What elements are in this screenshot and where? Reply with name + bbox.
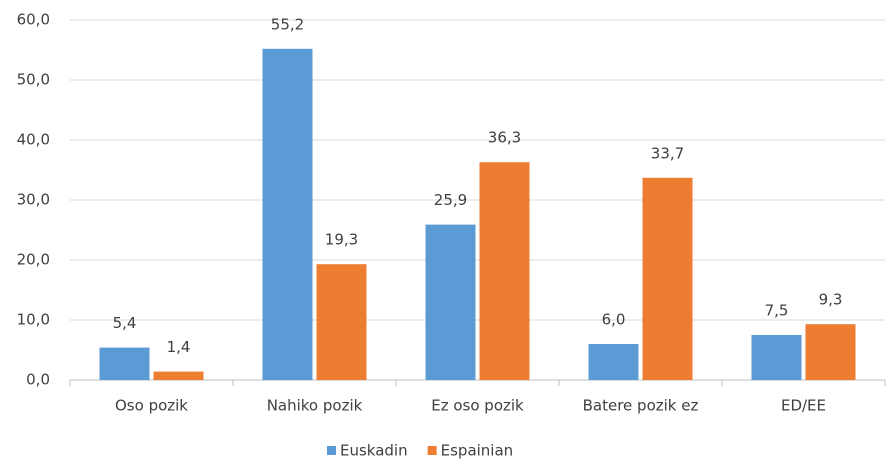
bar (642, 177, 693, 380)
y-tick-label: 40,0 (17, 131, 50, 149)
y-tick-label: 10,0 (17, 311, 50, 329)
y-tick-label: 60,0 (17, 11, 50, 29)
bar (316, 264, 367, 380)
x-tick-label: ED/EE (781, 397, 826, 415)
bar (153, 371, 204, 380)
legend-label: Euskadin (340, 442, 408, 459)
bar (99, 347, 150, 380)
data-label: 19,3 (325, 231, 358, 249)
x-tick-label: Oso pozik (115, 397, 188, 415)
x-tick-label: Ez oso pozik (431, 397, 524, 415)
bar (479, 162, 530, 380)
data-label: 33,7 (651, 144, 684, 162)
bar (262, 48, 313, 381)
legend-label: Espainian (441, 442, 514, 459)
bar (425, 224, 476, 380)
y-tick-label: 50,0 (17, 71, 50, 89)
legend-swatch (427, 446, 437, 455)
data-label: 7,5 (765, 302, 789, 320)
y-tick-label: 0,0 (26, 371, 50, 389)
bar (805, 324, 856, 380)
data-label: 25,9 (434, 191, 467, 209)
x-tick-label: Nahiko pozik (267, 397, 363, 415)
data-label: 1,4 (167, 338, 191, 356)
data-label: 55,2 (271, 15, 304, 33)
data-label: 5,4 (113, 314, 137, 332)
data-label: 36,3 (488, 129, 521, 147)
data-label: 6,0 (602, 311, 626, 329)
y-tick-label: 20,0 (17, 251, 50, 269)
bar (751, 335, 802, 380)
y-tick-label: 30,0 (17, 191, 50, 209)
legend-swatch (327, 446, 336, 455)
bar (588, 344, 639, 380)
data-label: 9,3 (819, 291, 843, 309)
x-tick-label: Batere pozik ez (583, 397, 699, 415)
